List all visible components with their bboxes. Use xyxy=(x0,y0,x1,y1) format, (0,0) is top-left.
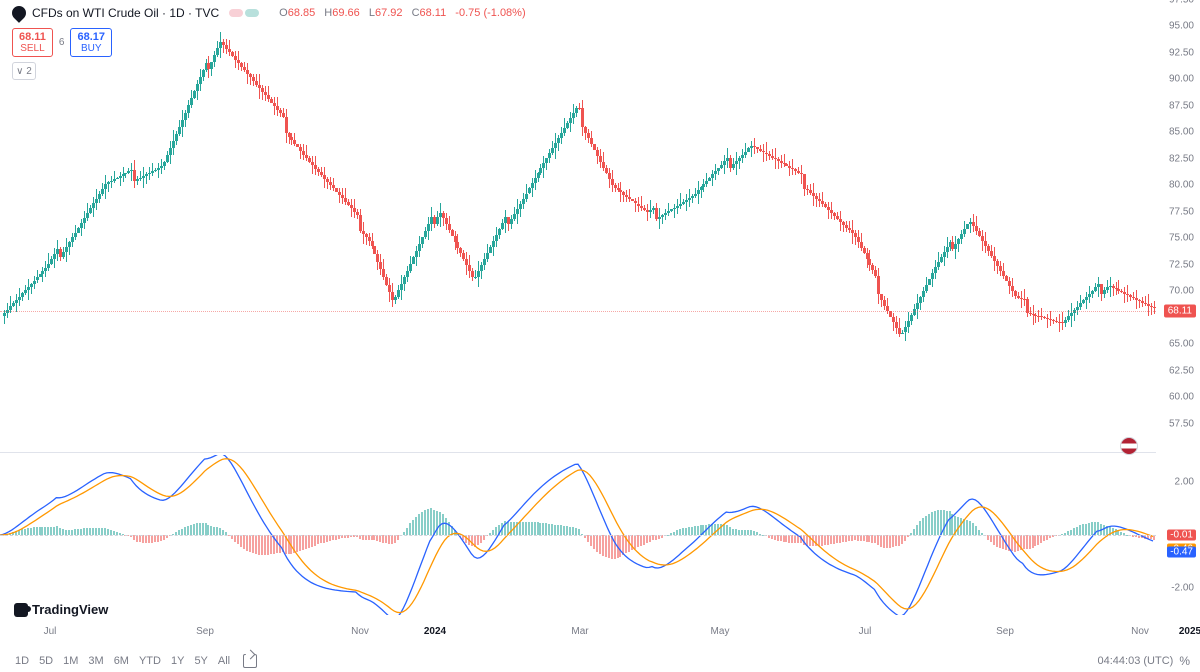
timeframe-button[interactable]: 5D xyxy=(34,653,58,669)
clock-readout: 04:44:03 (UTC) xyxy=(1098,655,1174,667)
price-tick: 60.00 xyxy=(1169,392,1194,403)
chart-header: CFDs on WTI Crude Oil · 1D · TVC O68.85 … xyxy=(12,6,526,20)
time-tick: Nov xyxy=(351,626,369,637)
time-axis[interactable]: JulSepNov2024MarMayJulSepNov2025 xyxy=(0,626,1156,644)
time-tick: 2024 xyxy=(424,626,446,637)
time-tick: May xyxy=(711,626,730,637)
time-tick: 2025 xyxy=(1179,626,1200,637)
price-tick: 72.50 xyxy=(1169,259,1194,270)
buy-button[interactable]: 68.17 BUY xyxy=(70,28,112,57)
price-tick: 77.50 xyxy=(1169,206,1194,217)
price-tick: 87.50 xyxy=(1169,100,1194,111)
timeframe-button[interactable]: 1D xyxy=(10,653,34,669)
oil-drop-icon xyxy=(9,3,29,23)
timeframe-button[interactable]: YTD xyxy=(134,653,166,669)
symbol-title[interactable]: CFDs on WTI Crude Oil · 1D · TVC xyxy=(32,6,219,20)
time-tick: Mar xyxy=(571,626,588,637)
current-price-line xyxy=(0,311,1156,312)
price-tick: 70.00 xyxy=(1169,286,1194,297)
sell-button[interactable]: 68.11 SELL xyxy=(12,28,53,57)
macd-value-tag: -0.47 xyxy=(1167,546,1196,557)
macd-tick: 2.00 xyxy=(1175,476,1194,487)
timeframe-buttons: 1D5D1M3M6MYTD1Y5YAll xyxy=(10,655,235,667)
price-tick: 85.00 xyxy=(1169,127,1194,138)
price-tick: 92.50 xyxy=(1169,47,1194,58)
price-tick: 82.50 xyxy=(1169,153,1194,164)
current-price-tag: 68.11 xyxy=(1164,305,1196,318)
price-tick: 90.00 xyxy=(1169,74,1194,85)
timeframe-button[interactable]: 5Y xyxy=(189,653,212,669)
macd-chart[interactable] xyxy=(0,455,1156,615)
pill-red-icon xyxy=(229,9,243,17)
price-tick: 57.50 xyxy=(1169,418,1194,429)
time-tick: Sep xyxy=(996,626,1014,637)
price-tick: 75.00 xyxy=(1169,233,1194,244)
price-tick: 97.50 xyxy=(1169,0,1194,6)
percent-toggle-icon[interactable]: % xyxy=(1179,654,1190,668)
pill-group xyxy=(229,9,259,17)
timeframe-button[interactable]: 1Y xyxy=(166,653,189,669)
buy-sell-panel: 68.11 SELL 6 68.17 BUY xyxy=(12,28,112,57)
price-tick: 65.00 xyxy=(1169,339,1194,350)
time-tick: Jul xyxy=(859,626,872,637)
tradingview-logo-icon xyxy=(14,603,28,617)
macd-tick: -2.00 xyxy=(1171,583,1194,594)
price-chart[interactable] xyxy=(0,0,1156,450)
us-flag-badge-icon[interactable] xyxy=(1120,437,1138,455)
timeframe-button[interactable]: 6M xyxy=(109,653,134,669)
time-tick: Jul xyxy=(44,626,57,637)
price-tick: 95.00 xyxy=(1169,21,1194,32)
price-tick: 62.50 xyxy=(1169,365,1194,376)
timeframe-button[interactable]: 3M xyxy=(83,653,108,669)
time-tick: Sep xyxy=(196,626,214,637)
timeframe-button[interactable]: All xyxy=(213,653,235,669)
collapse-toggle[interactable]: ∨ 2 xyxy=(12,62,36,80)
footer-bar: 1D5D1M3M6MYTD1Y5YAll 04:44:03 (UTC) % xyxy=(10,654,1190,668)
spread-value: 6 xyxy=(57,37,67,48)
calendar-icon[interactable] xyxy=(243,654,257,668)
pill-teal-icon xyxy=(245,9,259,17)
price-axis[interactable]: 97.50 95.00 92.50 90.00 87.50 85.00 82.50 80.00… xyxy=(1156,0,1200,450)
macd-value-tag: -0.01 xyxy=(1167,530,1196,541)
ohlc-readout: O68.85 H69.66 L67.92 C68.11 -0.75 (-1.08… xyxy=(273,7,525,19)
timeframe-button[interactable]: 1M xyxy=(58,653,83,669)
pane-divider[interactable] xyxy=(0,452,1156,453)
tradingview-watermark[interactable]: TradingView xyxy=(14,602,108,617)
price-tick: 80.00 xyxy=(1169,180,1194,191)
time-tick: Nov xyxy=(1131,626,1149,637)
macd-axis[interactable]: 2.00-2.00-0.01-0.46-0.47 xyxy=(1156,455,1200,615)
